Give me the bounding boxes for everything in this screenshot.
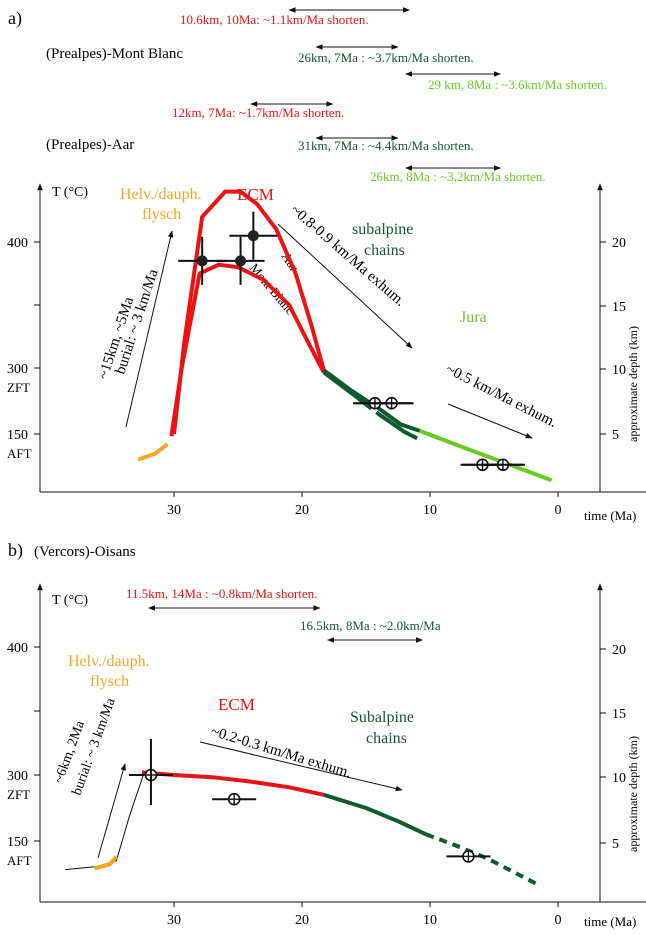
shortening-label: 26km, 8Ma : ~3,2km/Ma shorten. — [370, 169, 546, 184]
y-tick-label: 150 — [7, 428, 28, 443]
panel-a-trend-arrows — [125, 223, 533, 439]
series-line — [169, 262, 326, 437]
label-subalpine: Subalpine — [350, 709, 414, 726]
panel-a-axes — [37, 183, 646, 493]
label-subalpine: chains — [364, 242, 405, 259]
y-tick-sublabel: AFT — [7, 853, 32, 868]
subtitle-mont-blanc: (Prealpes)-Mont Blanc — [46, 46, 183, 62]
panel-b-x-axis-label: time (Ma) — [584, 914, 636, 929]
shortening-label: 16.5km, 8Ma : ~2.0km/Ma — [300, 618, 441, 633]
panel-b-depth-axis-label: approximate depth (km) — [626, 736, 640, 852]
label-subalpine: chains — [366, 730, 407, 747]
y-tick-label: 400 — [7, 641, 28, 656]
label-ecm: ECM — [237, 185, 274, 204]
series-line — [425, 832, 540, 887]
depth-tick-label: 15 — [612, 300, 626, 315]
data-point — [247, 230, 259, 242]
label-ecm: ECM — [218, 695, 255, 714]
panel-a-label: a) — [8, 8, 22, 29]
panel-a-x-axis-label: time (Ma) — [584, 508, 636, 523]
panel-b-shortening-annotations: 11.5km, 14Ma : ~0.8km/Ma shorten. 16.5km… — [126, 586, 441, 633]
label-flysch: Helv./dauph. — [120, 186, 202, 203]
panel-b-subtitle: (Vercors)-Oisans — [34, 544, 136, 560]
depth-tick-label: 5 — [612, 428, 619, 443]
panel-b-data — [65, 605, 540, 887]
panel-b-ticks: 30 20 10 0 400 300 ZFT 150 AFT 20 15 10 5 — [7, 641, 626, 928]
panel-a-ticks: 30 20 10 0 400 300 ZFT 150 AFT 20 15 10 5 — [7, 236, 626, 518]
series-line — [323, 792, 428, 837]
label-flysch: flysch — [142, 206, 181, 223]
depth-tick-label: 5 — [612, 837, 619, 852]
panel-a-y-axis-label: T (°C) — [52, 185, 88, 200]
panel-a-depth-axis-label: approximate depth (km) — [626, 326, 640, 442]
depth-tick-label: 10 — [612, 771, 626, 786]
shortening-label: 10.6km, 10Ma: ~1.1km/Ma shorten. — [180, 12, 369, 27]
y-tick-label: 400 — [7, 236, 28, 251]
x-tick-label: 20 — [295, 503, 309, 518]
depth-tick-label: 10 — [612, 363, 626, 378]
panel-a-shortening-annotations: 10.6km, 10Ma: ~1.1km/Ma shorten. 26km, 7… — [172, 12, 607, 184]
shortening-label: 29 km, 8Ma : ~3.6km/Ma shorten. — [428, 77, 607, 92]
data-point — [235, 255, 247, 267]
y-tick-sublabel: ZFT — [7, 787, 30, 802]
x-tick-label: 30 — [167, 503, 181, 518]
y-tick-sublabel: AFT — [7, 446, 32, 461]
depth-tick-label: 20 — [612, 643, 626, 658]
shortening-label: 11.5km, 14Ma : ~0.8km/Ma shorten. — [126, 586, 317, 601]
y-tick-label: 300 — [7, 362, 28, 377]
shortening-label: 31km, 7Ma : ~4.4km/Ma shorten. — [298, 138, 474, 153]
label-flysch: Helv./dauph. — [68, 653, 150, 670]
subtitle-aar: (Prealpes)-Aar — [46, 137, 134, 153]
series-line — [172, 189, 326, 435]
panel-b-y-axis-label: T (°C) — [52, 593, 88, 608]
label-flysch: flysch — [90, 673, 129, 690]
series-line — [322, 368, 421, 433]
panel-b-label: b) — [8, 540, 23, 561]
x-tick-label: 10 — [423, 503, 437, 518]
label-exhumation: ~0.5 km/Ma exhum. — [443, 361, 559, 431]
shortening-label: 26km, 7Ma : ~3.7km/Ma shorten. — [298, 50, 474, 65]
x-tick-label: 10 — [423, 913, 437, 928]
x-tick-label: 20 — [295, 913, 309, 928]
data-point — [196, 255, 208, 267]
depth-tick-label: 20 — [612, 236, 626, 251]
series-line — [65, 771, 146, 871]
shortening-label: 12km, 7Ma: ~1.7km/Ma shorten. — [172, 105, 344, 120]
x-tick-label: 30 — [167, 913, 181, 928]
series-line — [419, 429, 553, 483]
depth-tick-label: 15 — [612, 707, 626, 722]
x-tick-label: 0 — [555, 913, 562, 928]
y-tick-label: 150 — [7, 835, 28, 850]
series-line — [137, 442, 169, 462]
panel-b: b) (Vercors)-Oisans 11.5km, 14Ma : ~0.8k… — [7, 540, 646, 929]
panel-a: a) (Prealpes)-Mont Blanc (Prealpes)-Aar … — [7, 8, 646, 523]
label-subalpine: subalpine — [352, 221, 413, 238]
panel-b-axes — [37, 583, 646, 903]
panel-b-trend-arrows — [97, 741, 403, 859]
y-tick-label: 300 — [7, 769, 28, 784]
x-tick-label: 0 — [555, 503, 562, 518]
label-jura: Jura — [460, 309, 487, 326]
series-line — [94, 855, 118, 871]
panel-a-data — [137, 7, 553, 483]
y-tick-sublabel: ZFT — [7, 380, 30, 395]
